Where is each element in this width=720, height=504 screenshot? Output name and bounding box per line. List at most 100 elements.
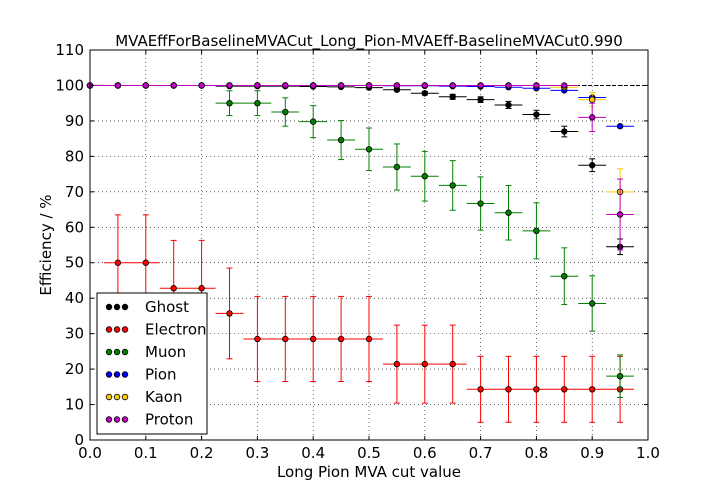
proton-legend-marker bbox=[121, 416, 129, 423]
y-tick-label: 0 bbox=[74, 431, 84, 449]
legend: Ghost Electron Muon Pion Kaon Proton bbox=[96, 292, 208, 435]
electron-point bbox=[561, 386, 568, 393]
proton-point bbox=[421, 82, 428, 89]
electron-legend-marker bbox=[105, 326, 113, 333]
proton-point bbox=[337, 82, 345, 89]
proton-point bbox=[114, 82, 122, 89]
legend-label: Ghost bbox=[145, 298, 189, 316]
proton-point bbox=[282, 82, 289, 89]
chart-title: MVAEffForBaselineMVACut_Long_Pion-MVAEff… bbox=[115, 32, 623, 51]
proton-point bbox=[142, 82, 149, 89]
y-axis-label: Efficiency / % bbox=[37, 194, 55, 295]
x-tick-label: 0.5 bbox=[357, 444, 381, 462]
electron-point bbox=[421, 360, 428, 368]
proton-point bbox=[170, 82, 177, 89]
proton-point bbox=[477, 82, 484, 89]
proton-point bbox=[254, 82, 261, 89]
muon-point bbox=[282, 108, 289, 116]
pion-point bbox=[616, 123, 624, 130]
legend-label: Pion bbox=[145, 366, 177, 384]
legend-label: Muon bbox=[145, 343, 186, 361]
x-axis-label: Long Pion MVA cut value bbox=[277, 463, 461, 481]
x-tick-label: 0.6 bbox=[413, 444, 437, 462]
proton-point bbox=[198, 82, 205, 89]
proton-point bbox=[561, 82, 568, 89]
ghost-point bbox=[421, 90, 428, 97]
x-tick-label: 0.1 bbox=[134, 444, 158, 462]
electron-point bbox=[282, 335, 289, 343]
proton-legend-marker bbox=[105, 416, 113, 423]
muon-legend-marker bbox=[105, 348, 113, 356]
electron-point bbox=[365, 335, 373, 343]
proton-point bbox=[589, 114, 596, 121]
electron-point bbox=[114, 259, 122, 266]
muon-point bbox=[254, 99, 261, 107]
proton-point bbox=[310, 82, 317, 89]
electron-point bbox=[142, 259, 149, 266]
muon-point bbox=[393, 163, 401, 171]
proton-point bbox=[533, 82, 540, 89]
electron-point bbox=[254, 335, 261, 343]
ghost-point bbox=[561, 128, 568, 135]
ghost-legend-marker bbox=[113, 303, 121, 311]
electron-point bbox=[589, 386, 596, 393]
muon-point bbox=[310, 118, 317, 125]
kaon-legend-marker bbox=[105, 393, 113, 401]
legend-label: Proton bbox=[145, 411, 193, 429]
x-tick-label: 0.8 bbox=[524, 444, 548, 462]
proton-point bbox=[365, 82, 373, 89]
electron-legend-marker bbox=[113, 326, 121, 333]
proton-legend-marker bbox=[113, 416, 121, 423]
x-tick-label: 0.0 bbox=[78, 444, 102, 462]
electron-point bbox=[533, 386, 540, 393]
series-layer bbox=[86, 82, 635, 423]
muon-point bbox=[337, 136, 345, 144]
electron-point bbox=[170, 285, 177, 292]
ghost-legend-marker bbox=[121, 303, 129, 311]
muon-point bbox=[616, 372, 624, 380]
muon-point bbox=[505, 209, 512, 216]
y-tick-label: 40 bbox=[65, 289, 84, 307]
y-tick-label: 100 bbox=[55, 76, 84, 94]
muon-point bbox=[533, 227, 540, 235]
muon-point bbox=[449, 182, 456, 189]
ghost-point bbox=[533, 111, 540, 118]
y-tick-label: 70 bbox=[65, 183, 84, 201]
muon-legend-marker bbox=[113, 348, 121, 356]
y-tick-label: 20 bbox=[65, 360, 84, 378]
muon-point bbox=[589, 300, 596, 307]
y-tick-label: 50 bbox=[65, 254, 84, 272]
pion-legend-marker bbox=[105, 371, 113, 378]
muon-point bbox=[421, 173, 428, 180]
electron-point bbox=[310, 335, 317, 343]
electron-point bbox=[198, 285, 205, 292]
y-tick-label: 10 bbox=[65, 396, 84, 414]
legend-label: Electron bbox=[145, 321, 207, 339]
legend-box bbox=[96, 292, 208, 435]
ghost-point bbox=[589, 162, 596, 169]
x-tick-label: 0.2 bbox=[190, 444, 214, 462]
ghost-point bbox=[449, 93, 456, 100]
muon-legend-marker bbox=[121, 348, 129, 356]
x-tick-label: 0.7 bbox=[469, 444, 493, 462]
kaon-legend-marker bbox=[113, 393, 121, 401]
electron-point bbox=[393, 360, 401, 368]
electron-point bbox=[477, 386, 484, 393]
x-tick-label: 0.9 bbox=[580, 444, 604, 462]
axis-ticks: 0.0 0.1 0.2 0.3 0.4 0.5 0.6 0.7 0.8 0.9 1.0 0 10 20 30… bbox=[55, 41, 660, 462]
muon-point bbox=[561, 273, 568, 280]
electron-point bbox=[226, 310, 233, 317]
ghost-point bbox=[477, 96, 484, 103]
y-tick-label: 110 bbox=[55, 41, 84, 59]
proton-point bbox=[393, 82, 401, 89]
muon-point bbox=[477, 200, 484, 207]
ghost-legend-marker bbox=[105, 303, 113, 311]
y-tick-label: 90 bbox=[65, 112, 84, 130]
x-tick-label: 0.3 bbox=[245, 444, 269, 462]
electron-point bbox=[505, 386, 512, 393]
electron-point bbox=[337, 335, 345, 343]
electron-point bbox=[449, 360, 456, 368]
ghost-point bbox=[505, 101, 512, 109]
kaon-legend-marker bbox=[121, 393, 129, 401]
